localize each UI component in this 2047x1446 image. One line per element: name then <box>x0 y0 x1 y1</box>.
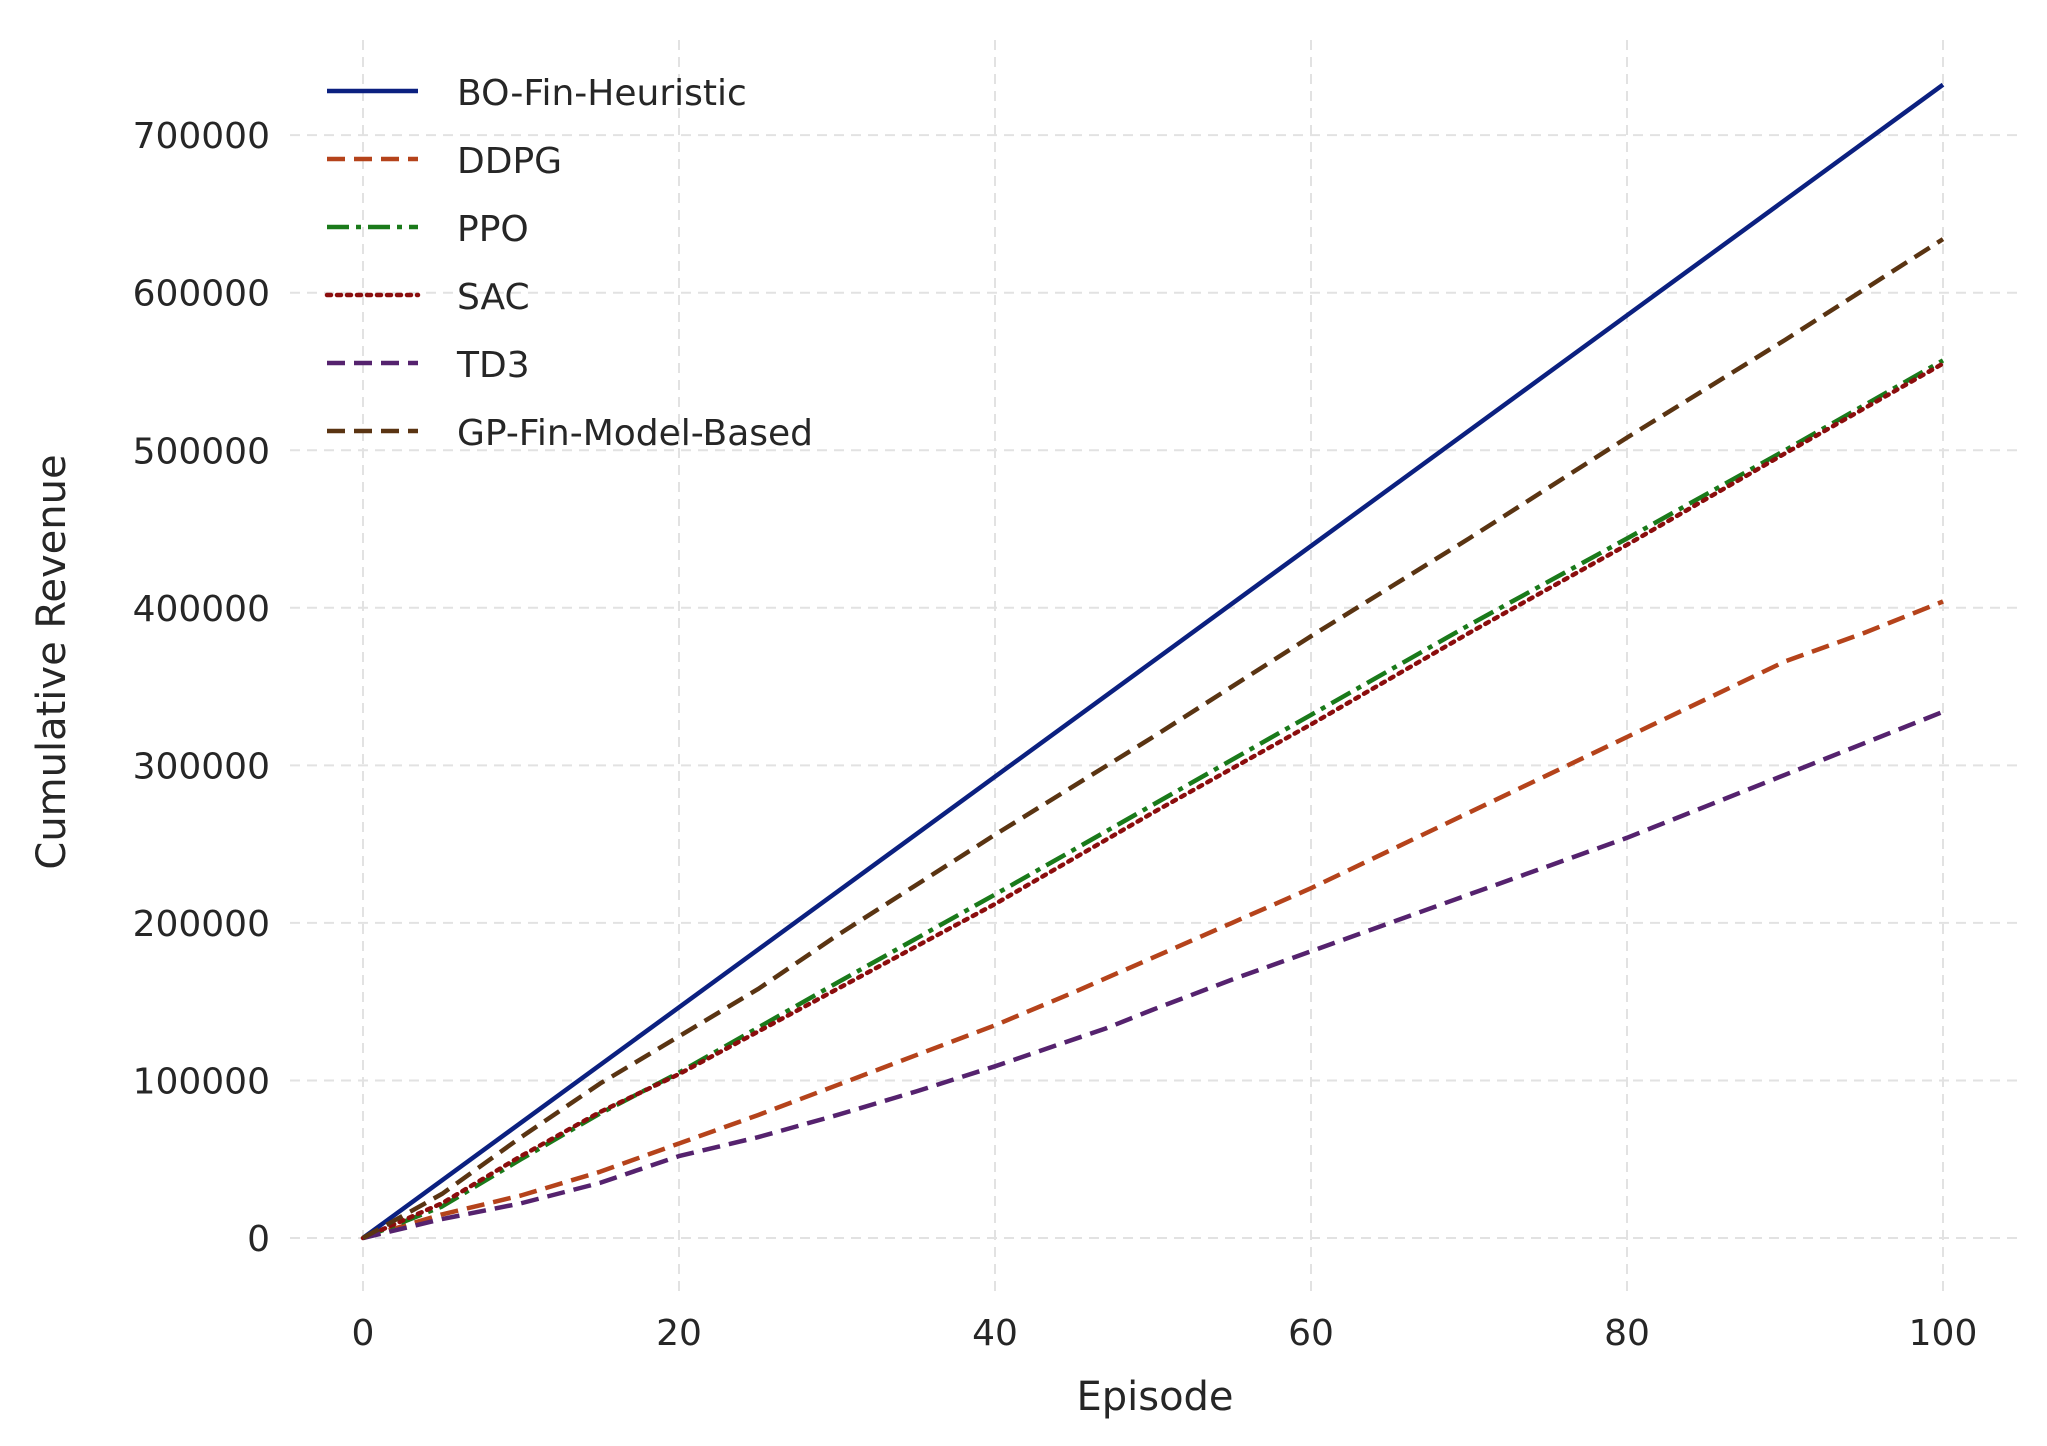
x-tick-label: 40 <box>972 1313 1018 1354</box>
x-tick-label: 0 <box>352 1313 375 1354</box>
x-tick-label: 100 <box>1909 1313 1978 1354</box>
x-tick-label: 80 <box>1604 1313 1650 1354</box>
series-line-gp-fin-model-based <box>361 237 1945 1240</box>
legend-label: BO-Fin-Heuristic <box>457 73 747 114</box>
y-tick-label: 0 <box>247 1219 270 1260</box>
legend: BO-Fin-Heuristic DDPG PPO SAC TD3 GP-Fin-Mode… <box>324 73 813 454</box>
x-axis-title: Episode <box>1076 1374 1233 1420</box>
y-tick-label: 700000 <box>133 116 270 157</box>
series-line-td3 <box>362 709 1944 1241</box>
y-axis-title: Cumulative Revenue <box>29 454 75 869</box>
y-tick-label: 100000 <box>133 1061 270 1102</box>
legend-label: TD3 <box>456 345 530 386</box>
legend-label: DDPG <box>457 141 562 182</box>
series-lines <box>360 82 1946 1241</box>
legend-label: GP-Fin-Model-Based <box>457 413 813 454</box>
y-tick-label: 400000 <box>133 589 270 630</box>
y-tick-label: 300000 <box>133 746 270 787</box>
series-line-bo-fin-heuristic <box>361 82 1945 1240</box>
x-axis-ticks: 0 20 40 60 80 100 <box>352 1313 1978 1354</box>
grid <box>290 40 2020 1295</box>
legend-label: SAC <box>457 277 530 318</box>
series-line-ddpg <box>362 599 1944 1241</box>
legend-label: PPO <box>457 209 529 250</box>
x-tick-label: 60 <box>1288 1313 1334 1354</box>
series-line-ppo <box>362 358 1945 1241</box>
x-tick-label: 20 <box>656 1313 702 1354</box>
y-tick-label: 500000 <box>133 431 270 472</box>
series-line-sac <box>360 361 1946 1241</box>
y-tick-label: 600000 <box>133 274 270 315</box>
y-axis-ticks: 0 100000 200000 300000 400000 500000 600000 700… <box>133 116 270 1260</box>
y-tick-label: 200000 <box>133 904 270 945</box>
